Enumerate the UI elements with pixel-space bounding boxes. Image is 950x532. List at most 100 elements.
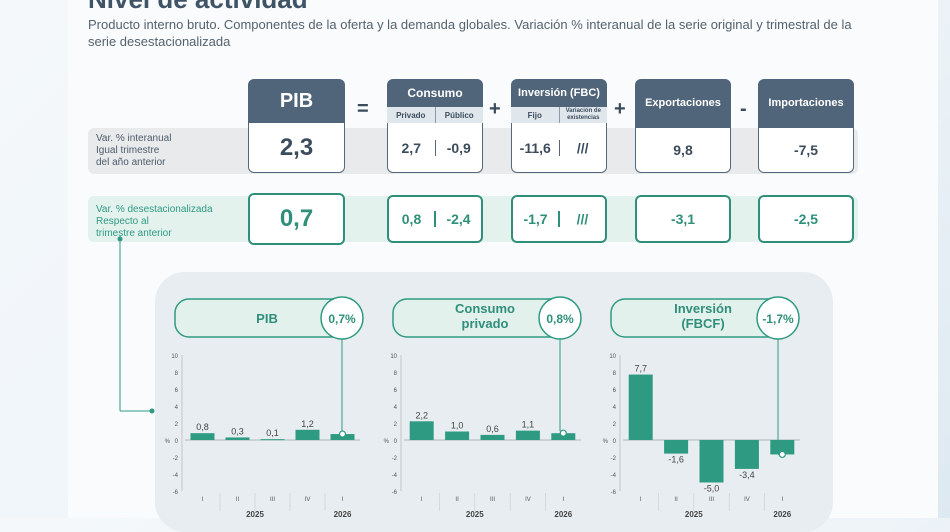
last-value-marker	[338, 430, 347, 438]
x-tick-label: II	[455, 497, 459, 503]
y-tick-label: 0	[175, 439, 179, 445]
y-tick-label: 8	[175, 371, 179, 377]
consumo-privado-desest: 0,8	[389, 211, 436, 227]
bar	[664, 440, 689, 454]
inversion-header-group: Inversión (FBC) Fijo Variación de existe…	[511, 79, 607, 123]
y-tick-label: 10	[171, 354, 178, 360]
y-tick-label: -4	[173, 473, 179, 479]
x-tick-label: IV	[744, 497, 750, 503]
exportaciones-interanual-value: 9,8	[635, 128, 731, 173]
bar	[445, 431, 470, 440]
y-tick-label: 6	[394, 388, 398, 394]
row-label-line: trimestre anterior	[96, 228, 172, 239]
inversion-fijo-label: Fijo	[511, 107, 560, 123]
chart-badge: -1,7%	[762, 312, 794, 326]
bar-value-label: 1,1	[522, 420, 535, 430]
y-tick-label: -4	[611, 473, 617, 479]
last-value-marker	[559, 429, 567, 437]
equals-operator: =	[357, 98, 369, 120]
y-tick-label: 2	[394, 422, 398, 428]
x-tick-label: II	[674, 497, 678, 503]
bar-value-label: -3,4	[739, 470, 755, 480]
x-tick-label: IV	[305, 497, 311, 503]
plus-operator: +	[614, 98, 626, 120]
exportaciones-desest-value: -3,1	[635, 195, 731, 243]
y-tick-label: 10	[390, 354, 397, 360]
year-label: 2025	[466, 510, 484, 518]
bar	[260, 439, 285, 441]
chart-title: Inversión	[674, 301, 732, 316]
pib-interanual-value: 2,3	[248, 123, 345, 173]
bar-value-label: 1,0	[451, 421, 464, 431]
year-label: 2025	[685, 510, 703, 518]
bar-value-label: 2,2	[415, 410, 428, 420]
y-tick-label: -6	[173, 490, 179, 496]
inversion-existencias-label: Variación de existencias	[565, 108, 601, 121]
y-tick-label: 6	[613, 388, 617, 394]
y-tick-label: 8	[394, 371, 398, 377]
bar	[770, 440, 795, 455]
consumo-publico-label: Público	[444, 110, 474, 120]
exportaciones-header: Exportaciones	[635, 79, 731, 128]
x-tick-label: IV	[525, 497, 531, 503]
connector-line	[117, 236, 155, 414]
y-tick-label: 10	[609, 354, 616, 360]
y-tick-label: -6	[392, 490, 398, 496]
inversion-existencias-desest: ///	[576, 211, 589, 227]
year-label: 2025	[246, 510, 264, 518]
page-title: Nivel de actividad	[88, 0, 308, 15]
x-tick-label: I	[562, 497, 564, 503]
bar-value-label: -1,6	[668, 455, 684, 465]
bar-value-label: -5,0	[704, 484, 720, 494]
bar	[295, 429, 320, 440]
y-tick-label: 0	[394, 439, 398, 445]
chart-title: Consumo	[455, 301, 515, 316]
chart-title: (FBCF)	[681, 316, 724, 331]
bar-value-label: 7,7	[634, 364, 647, 374]
bar-value-label: 0,8	[196, 422, 209, 432]
inversion-header: Inversión (FBC)	[511, 79, 607, 107]
consumo-interanual-cells: 2,7 -0,9	[387, 123, 483, 173]
desest-row-label: Var. % desestacionalizada Respecto al tr…	[96, 204, 213, 240]
bar-value-label: 0,3	[231, 426, 244, 436]
y-tick-label: 4	[613, 405, 617, 411]
x-tick-label: II	[236, 497, 240, 503]
chart-title: PIB	[256, 311, 278, 326]
y-tick-label: 2	[175, 422, 179, 428]
consumo-subheader: Privado Público	[387, 107, 483, 123]
bar	[225, 437, 250, 440]
importaciones-header: Importaciones	[758, 79, 854, 128]
bar	[409, 421, 434, 440]
charts-svg: PIB 0,7%1086420-2-4-6%0,8I0,3II0,1III1,2I…	[165, 296, 800, 518]
row-label-line: Igual trimestre	[96, 145, 160, 156]
inversion-interanual-cells: -11,6 ///	[511, 123, 607, 173]
y-axis-label: %	[384, 439, 390, 445]
y-axis-label: %	[603, 439, 609, 445]
bar-value-label: 1,2	[301, 419, 314, 429]
inversion-subheader: Fijo Variación de existencias	[511, 107, 607, 123]
y-tick-label: 4	[175, 405, 179, 411]
x-tick-label: I	[202, 497, 204, 503]
bar	[190, 433, 215, 440]
y-tick-label: 8	[613, 371, 617, 377]
importaciones-interanual-value: -7,5	[758, 128, 854, 173]
pib-header: PIB	[248, 79, 345, 123]
plus-operator: +	[489, 98, 501, 120]
row-label-line: del año anterior	[96, 157, 166, 168]
interanual-row-label: Var. % interanual Igual trimestre del añ…	[96, 133, 171, 169]
bar	[628, 374, 653, 440]
y-tick-label: 4	[394, 405, 398, 411]
y-tick-label: -4	[392, 473, 398, 479]
pib-desest-value: 0,7	[248, 193, 345, 245]
y-tick-label: 0	[613, 439, 617, 445]
x-tick-label: I	[640, 497, 642, 503]
last-value-marker	[778, 450, 786, 459]
year-label: 2026	[554, 510, 572, 518]
consumo-desest-cells: 0,8 -2,4	[387, 195, 483, 243]
consumo-privado-label: Privado	[387, 107, 436, 123]
bar-value-label: 0,1	[266, 428, 279, 438]
y-tick-label: -2	[173, 456, 179, 462]
year-label: 2026	[334, 510, 352, 518]
inversion-fijo-interanual: -11,6	[512, 139, 560, 156]
y-tick-label: -2	[611, 456, 617, 462]
